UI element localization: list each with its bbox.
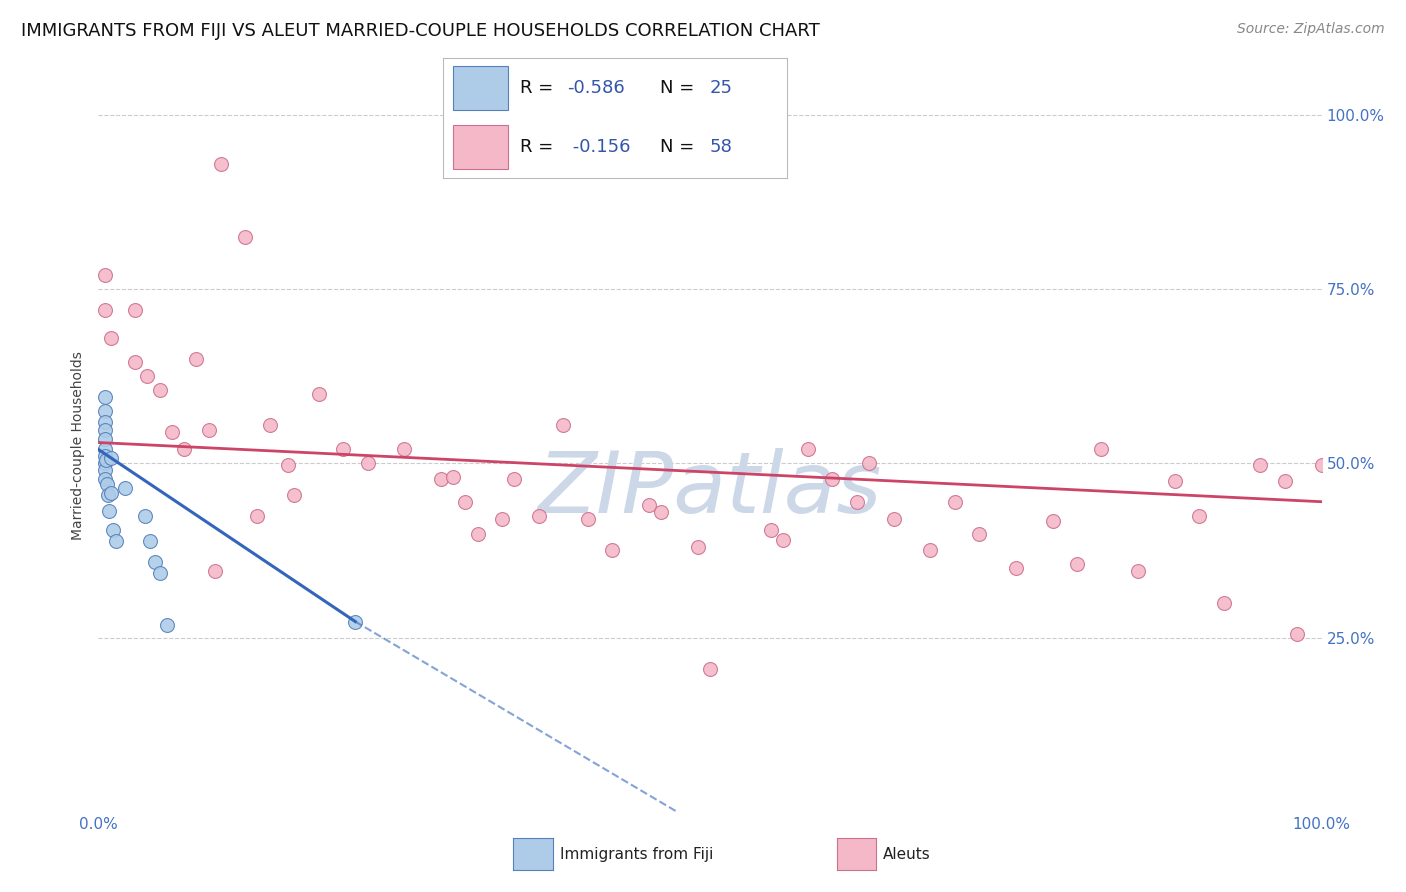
Point [100, 450, 122, 465]
Point [1286, 627, 1309, 641]
Point [246, 508, 269, 523]
Text: IMMIGRANTS FROM FIJI VS ALEUT MARRIED-COUPLE HOUSEHOLDS CORRELATION CHART: IMMIGRANTS FROM FIJI VS ALEUT MARRIED-CO… [21, 22, 820, 40]
Point [104, 534, 127, 549]
Point [332, 442, 354, 457]
Text: Source: ZipAtlas.com: Source: ZipAtlas.com [1237, 22, 1385, 37]
Point [124, 355, 146, 369]
Point [1090, 442, 1112, 457]
Point [93, 432, 115, 446]
Point [97, 488, 120, 502]
Point [277, 458, 299, 472]
Point [883, 512, 905, 526]
Point [134, 508, 156, 523]
Point [93, 463, 115, 477]
Point [149, 566, 172, 581]
Point [967, 527, 990, 541]
Point [93, 404, 115, 418]
Point [1042, 514, 1064, 528]
Point [139, 534, 162, 549]
Point [149, 384, 172, 398]
Point [943, 494, 966, 508]
Point [93, 390, 115, 404]
Point [96, 477, 118, 491]
Point [100, 485, 122, 500]
Y-axis label: Married-couple Households: Married-couple Households [72, 351, 86, 541]
Point [308, 386, 330, 401]
Point [1212, 596, 1234, 610]
Point [772, 533, 794, 547]
Point [233, 230, 256, 244]
Point [1004, 561, 1026, 575]
Point [454, 494, 477, 508]
Point [136, 369, 159, 384]
Text: ZIPatlas: ZIPatlas [538, 449, 882, 532]
Point [797, 442, 820, 457]
Point [356, 457, 378, 471]
Point [821, 472, 844, 486]
Point [1249, 458, 1271, 472]
Point [114, 481, 136, 495]
Point [503, 472, 526, 486]
Point [93, 472, 115, 486]
Text: N =: N = [659, 138, 700, 156]
Text: Aleuts: Aleuts [883, 847, 931, 862]
Point [156, 618, 179, 632]
Point [93, 423, 115, 437]
Point [920, 543, 942, 558]
Point [101, 523, 124, 537]
Point [699, 662, 721, 676]
Text: 25: 25 [710, 79, 733, 97]
Point [600, 543, 623, 558]
FancyBboxPatch shape [453, 126, 509, 169]
Point [430, 472, 453, 486]
Point [576, 512, 599, 526]
Point [491, 512, 513, 526]
Point [1310, 458, 1333, 472]
Point [93, 303, 115, 318]
FancyBboxPatch shape [453, 66, 509, 110]
Text: 58: 58 [710, 138, 733, 156]
Point [553, 418, 575, 433]
Point [98, 504, 121, 518]
Text: R =: R = [520, 138, 560, 156]
Point [94, 453, 117, 467]
Point [527, 508, 550, 523]
Point [1066, 558, 1088, 572]
Point [686, 540, 709, 554]
Point [143, 555, 166, 569]
Point [1164, 474, 1187, 488]
Point [858, 457, 880, 471]
Point [259, 418, 281, 433]
Point [467, 527, 489, 541]
Point [93, 415, 115, 429]
Point [650, 505, 672, 519]
Point [1274, 474, 1296, 488]
Point [638, 498, 661, 512]
Point [204, 565, 226, 579]
Point [1128, 565, 1150, 579]
Point [209, 157, 232, 171]
Point [173, 442, 195, 457]
Text: -0.156: -0.156 [567, 138, 630, 156]
Point [93, 457, 115, 471]
Point [93, 268, 115, 283]
Point [93, 450, 115, 464]
Point [160, 425, 183, 439]
Text: R =: R = [520, 79, 560, 97]
Point [761, 523, 783, 537]
Point [283, 488, 305, 502]
Point [441, 470, 464, 484]
Point [124, 303, 146, 318]
Point [1188, 508, 1211, 523]
Point [845, 494, 868, 508]
Point [392, 442, 416, 457]
Text: -0.586: -0.586 [567, 79, 624, 97]
Point [100, 331, 122, 345]
Point [344, 615, 367, 630]
Point [93, 442, 115, 457]
Point [197, 423, 219, 437]
Text: Immigrants from Fiji: Immigrants from Fiji [560, 847, 713, 862]
Point [186, 351, 208, 366]
Text: N =: N = [659, 79, 700, 97]
